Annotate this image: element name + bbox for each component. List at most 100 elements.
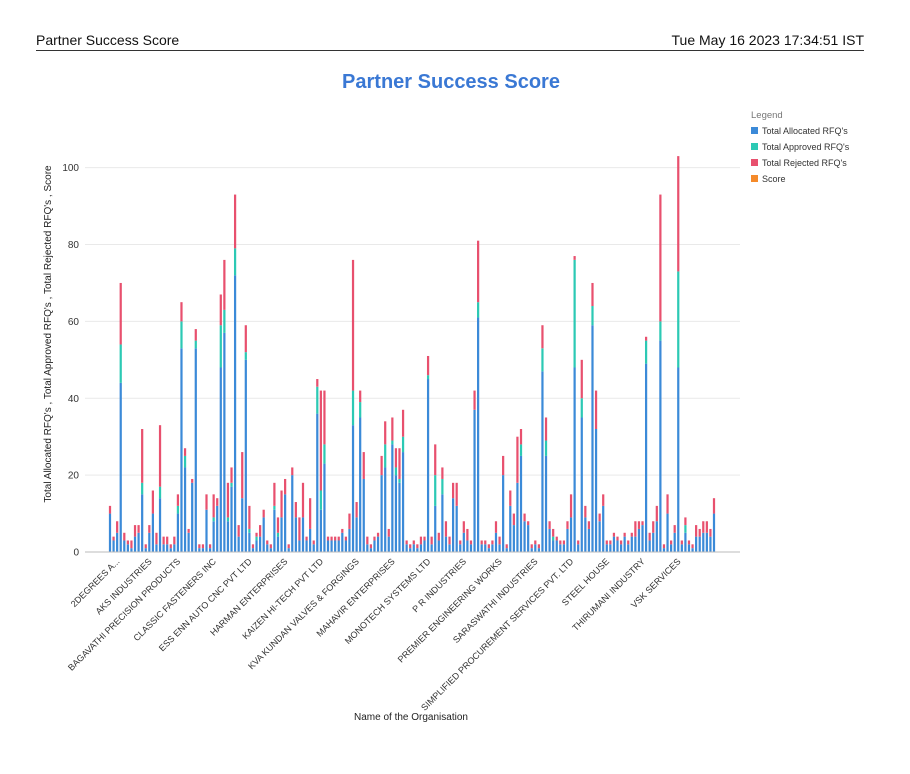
- bar-segment[interactable]: [291, 475, 294, 552]
- bar-segment[interactable]: [498, 536, 501, 545]
- bar-segment[interactable]: [537, 548, 540, 552]
- bar-segment[interactable]: [609, 544, 612, 552]
- bar-segment[interactable]: [605, 544, 608, 552]
- bar-segment[interactable]: [502, 475, 505, 552]
- bar-segment[interactable]: [562, 544, 566, 552]
- bar-segment[interactable]: [451, 498, 455, 552]
- legend-entry-label[interactable]: Total Approved RFQ's: [762, 142, 850, 152]
- bar-segment[interactable]: [544, 417, 548, 441]
- bar-segment[interactable]: [544, 440, 548, 456]
- bar-segment[interactable]: [126, 540, 129, 545]
- bar-segment[interactable]: [112, 536, 115, 541]
- bar-segment[interactable]: [670, 544, 673, 552]
- bar-segment[interactable]: [477, 302, 480, 318]
- bar-segment[interactable]: [269, 544, 272, 549]
- bar-segment[interactable]: [194, 329, 197, 341]
- bar-segment[interactable]: [666, 494, 669, 514]
- bar-segment[interactable]: [409, 548, 412, 552]
- bar-segment[interactable]: [276, 536, 280, 552]
- bar-segment[interactable]: [244, 359, 247, 552]
- bar-segment[interactable]: [384, 444, 387, 468]
- bar-segment[interactable]: [712, 513, 716, 552]
- bar-segment[interactable]: [230, 482, 233, 487]
- bar-segment[interactable]: [573, 367, 576, 552]
- bar-segment[interactable]: [369, 544, 373, 549]
- bar-segment[interactable]: [698, 528, 701, 537]
- bar-segment[interactable]: [594, 390, 598, 429]
- bar-segment[interactable]: [444, 536, 448, 552]
- bar-segment[interactable]: [541, 348, 544, 372]
- bar-segment[interactable]: [541, 325, 544, 349]
- bar-segment[interactable]: [687, 544, 691, 552]
- bar-segment[interactable]: [348, 513, 351, 529]
- bar-segment[interactable]: [359, 417, 362, 552]
- bar-segment[interactable]: [112, 540, 115, 552]
- bar-segment[interactable]: [183, 455, 187, 468]
- bar-segment[interactable]: [426, 355, 430, 376]
- bar-segment[interactable]: [480, 544, 483, 552]
- bar-segment[interactable]: [509, 490, 512, 506]
- bar-segment[interactable]: [652, 532, 655, 552]
- bar-segment[interactable]: [491, 544, 494, 552]
- bar-segment[interactable]: [702, 532, 705, 552]
- bar-segment[interactable]: [176, 494, 180, 506]
- bar-segment[interactable]: [269, 548, 272, 552]
- bar-segment[interactable]: [466, 528, 469, 541]
- bar-segment[interactable]: [555, 536, 558, 541]
- bar-segment[interactable]: [519, 455, 523, 552]
- bar-segment[interactable]: [119, 282, 122, 345]
- bar-segment[interactable]: [198, 544, 201, 549]
- bar-segment[interactable]: [116, 532, 119, 552]
- bar-segment[interactable]: [226, 482, 230, 518]
- bar-segment[interactable]: [573, 256, 576, 260]
- bar-segment[interactable]: [566, 528, 569, 552]
- bar-segment[interactable]: [251, 544, 255, 549]
- bar-segment[interactable]: [341, 532, 344, 552]
- bar-segment[interactable]: [430, 544, 433, 552]
- bar-segment[interactable]: [326, 536, 330, 541]
- bar-segment[interactable]: [569, 494, 573, 518]
- bar-segment[interactable]: [259, 525, 262, 537]
- bar-segment[interactable]: [180, 302, 183, 322]
- bar-segment[interactable]: [187, 532, 190, 552]
- bar-segment[interactable]: [462, 521, 465, 533]
- bar-segment[interactable]: [144, 548, 147, 552]
- bar-segment[interactable]: [158, 498, 162, 552]
- bar-segment[interactable]: [266, 540, 269, 545]
- bar-segment[interactable]: [530, 548, 533, 552]
- bar-segment[interactable]: [226, 521, 230, 552]
- bar-segment[interactable]: [462, 532, 465, 552]
- bar-segment[interactable]: [659, 340, 662, 552]
- bar-segment[interactable]: [230, 467, 233, 483]
- bar-segment[interactable]: [498, 544, 501, 552]
- bar-segment[interactable]: [355, 517, 358, 552]
- bar-segment[interactable]: [301, 517, 305, 552]
- bar-segment[interactable]: [666, 513, 669, 552]
- bar-segment[interactable]: [294, 502, 297, 518]
- bar-segment[interactable]: [473, 409, 476, 552]
- bar-segment[interactable]: [473, 390, 476, 410]
- bar-segment[interactable]: [519, 444, 523, 456]
- bar-segment[interactable]: [108, 513, 112, 552]
- bar-segment[interactable]: [387, 528, 390, 537]
- bar-segment[interactable]: [677, 271, 680, 368]
- bar-segment[interactable]: [441, 467, 444, 479]
- bar-segment[interactable]: [398, 482, 401, 552]
- bar-segment[interactable]: [162, 544, 165, 552]
- bar-segment[interactable]: [487, 548, 490, 552]
- bar-segment[interactable]: [369, 548, 373, 552]
- bar-segment[interactable]: [494, 532, 498, 552]
- bar-segment[interactable]: [691, 548, 694, 552]
- bar-segment[interactable]: [233, 194, 237, 249]
- bar-segment[interactable]: [641, 525, 644, 552]
- bar-segment[interactable]: [412, 540, 415, 545]
- bar-segment[interactable]: [448, 536, 451, 545]
- bar-segment[interactable]: [233, 248, 237, 276]
- bar-segment[interactable]: [219, 294, 222, 326]
- bar-segment[interactable]: [133, 525, 137, 537]
- bar-segment[interactable]: [198, 548, 201, 552]
- bar-segment[interactable]: [641, 521, 644, 526]
- bar-segment[interactable]: [158, 486, 162, 499]
- bar-segment[interactable]: [316, 379, 319, 387]
- bar-segment[interactable]: [677, 367, 680, 552]
